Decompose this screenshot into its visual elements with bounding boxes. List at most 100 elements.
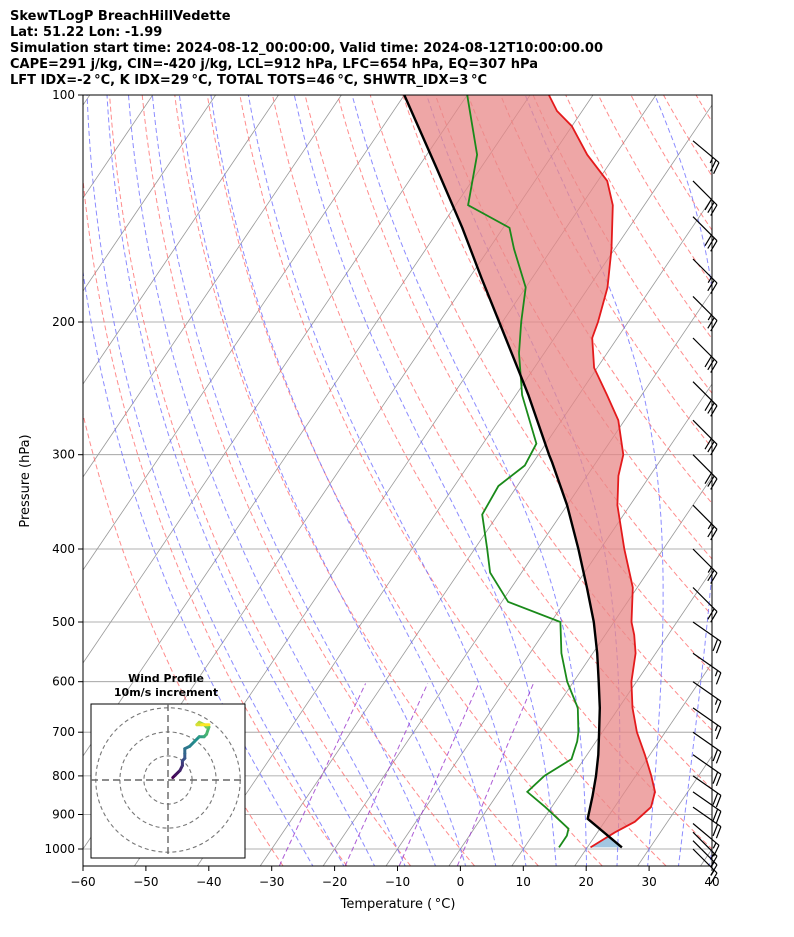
isotherm-line (83, 95, 405, 571)
wind-barb-shaft (692, 337, 718, 363)
dry-adiabat-line (83, 174, 348, 866)
dry-adiabat-line (369, 95, 712, 674)
dry-adiabat-line (83, 412, 284, 866)
wind-barb-shaft (692, 587, 718, 613)
wind-barb (692, 707, 722, 740)
wind-barb-shaft (692, 454, 718, 480)
wind-barb-flag (707, 358, 715, 371)
isotherm-line (83, 95, 468, 664)
wind-barb-half-flag (707, 277, 712, 284)
wind-barb-flag (707, 317, 715, 329)
mixing-ratio-line (278, 683, 367, 866)
wind-barb-shaft (692, 831, 718, 857)
wind-barb (692, 806, 722, 839)
wind-barb-half-flag (714, 724, 719, 732)
isotherm-line (763, 95, 794, 866)
stability-indices: LFT IDX=-2 °C, K IDX=29 °C, TOTAL TOTS=4… (10, 73, 488, 88)
wind-barb (692, 454, 718, 490)
wind-barb-flag (704, 438, 712, 450)
wind-barb (692, 823, 720, 857)
isotherm-line (83, 95, 91, 106)
wind-barb-shaft (692, 621, 722, 642)
wind-barb-flag (712, 638, 719, 652)
wind-barb-half-flag (707, 523, 712, 530)
wind-barb-flag (715, 727, 722, 740)
wind-barb-half-flag (714, 670, 719, 677)
wind-barb (692, 419, 718, 456)
x-tick-label: −60 (70, 875, 95, 889)
wind-barb-shaft (692, 823, 720, 846)
y-tick-label: 1000 (44, 842, 75, 856)
wind-barb-half-flag (714, 698, 719, 705)
wind-barb (692, 180, 718, 216)
x-tick-label: 20 (579, 875, 594, 889)
moist-adiabat-line (654, 95, 712, 866)
wind-barb-flag (715, 700, 722, 714)
wind-barb-shaft (692, 216, 718, 242)
dry-adiabat-line (663, 95, 712, 177)
wind-barb (692, 754, 722, 787)
wind-barb-flag (715, 641, 722, 654)
moist-adiabat-line (127, 95, 406, 866)
wind-barb-shaft (692, 731, 722, 753)
wind-barb (692, 548, 718, 584)
wind-barb-flag (707, 569, 715, 582)
wind-barb-flag (704, 198, 712, 211)
moist-adiabat-line (178, 95, 467, 866)
simulation-times: Simulation start time: 2024-08-12_00:00:… (10, 41, 603, 56)
wind-barb-flag (707, 402, 715, 414)
y-tick-label: 300 (52, 448, 75, 462)
moist-adiabat-line (351, 95, 587, 866)
wind-barb-flag (707, 526, 715, 538)
wind-barb (692, 731, 722, 764)
y-tick-label: 700 (52, 725, 75, 739)
dry-adiabat-line (597, 95, 712, 286)
wind-barb-shaft (692, 548, 718, 574)
wind-barb-flag (712, 808, 719, 821)
cape-area (590, 836, 622, 848)
hodograph-subtitle: 10m/s increment (114, 686, 218, 699)
wind-barb (692, 337, 718, 373)
isotherm-line (700, 848, 712, 866)
wind-barb-shaft (692, 258, 718, 284)
dry-adiabat-line (729, 95, 794, 866)
dry-adiabat-line (761, 95, 794, 866)
moist-adiabat-line (83, 268, 314, 866)
wind-barb-shaft (692, 681, 722, 702)
wind-barb-flag (707, 441, 715, 453)
station-coordinates: Lat: 51.22 Lon: -1.99 (10, 25, 163, 40)
wind-barb-shaft (692, 791, 722, 812)
moist-adiabat-line (293, 95, 557, 866)
wind-barb-flag (704, 234, 712, 247)
dewpoint-profile (466, 95, 580, 848)
wind-barb-shaft (692, 295, 718, 321)
wind-barb (692, 775, 722, 808)
wind-barb (692, 681, 722, 714)
moist-adiabat-line (106, 95, 376, 866)
wind-barb-flag (704, 355, 712, 368)
hodograph-plot (91, 704, 245, 858)
x-tick-label: −10 (385, 875, 410, 889)
isotherm-line (83, 95, 342, 478)
parcel-profile (403, 95, 623, 849)
x-tick-label: −30 (259, 875, 284, 889)
wind-barb-flag (712, 792, 719, 805)
dry-adiabat-line (206, 95, 603, 866)
wind-barb-flag (704, 399, 712, 412)
hodograph-title: Wind Profile (128, 672, 204, 685)
wind-barb-flag (707, 279, 715, 292)
y-axis-label: Pressure (hPa) (18, 434, 33, 527)
wind-barb-flag (712, 824, 719, 837)
isotherm-line (259, 197, 712, 866)
wind-barb-shaft (692, 180, 718, 206)
wind-barb (692, 381, 718, 417)
dry-adiabat-line (695, 95, 712, 123)
wind-barb-flag (715, 751, 722, 764)
y-tick-label: 200 (52, 315, 75, 329)
wind-barb-flag (712, 749, 719, 762)
x-axis-label: Temperature ( °C) (340, 897, 456, 912)
wind-barb-half-flag (707, 566, 712, 573)
y-tick-label: 400 (52, 542, 75, 556)
wind-barb-flag (704, 472, 712, 485)
